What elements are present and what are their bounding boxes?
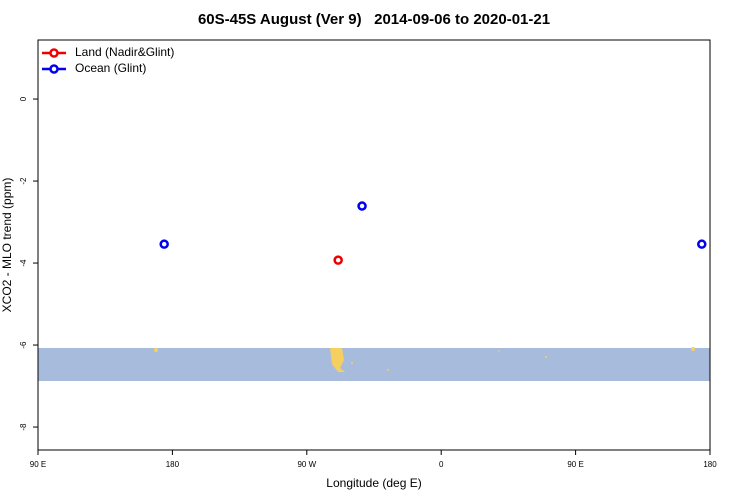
point — [357, 201, 367, 211]
x-tick-label: 180 — [703, 460, 717, 469]
y-axis-label: XCO2 - MLO trend (ppm) — [0, 178, 14, 313]
chart-title: 60S-45S August (Ver 9) 2014-09-06 to 202… — [198, 11, 550, 28]
x-tick-label: 0 — [439, 460, 444, 469]
legend-marker — [49, 64, 59, 74]
map-strip — [38, 347, 710, 381]
x-tick-label: 180 — [166, 460, 180, 469]
plot-frame — [37, 39, 711, 451]
x-axis-label: Longitude (deg E) — [326, 476, 421, 490]
x-tick-label: 90 E — [30, 460, 46, 469]
x-tick-label: 90 E — [567, 460, 583, 469]
y-tick-label: -6 — [19, 341, 28, 349]
legend-label: Ocean (Glint) — [75, 61, 146, 75]
point — [697, 239, 707, 249]
y-tick-label: -2 — [19, 177, 28, 185]
x-tick-label: 90 W — [297, 460, 316, 469]
legend-marker — [49, 48, 59, 58]
y-tick-label: 0 — [19, 96, 28, 101]
point — [159, 239, 169, 249]
point — [333, 255, 343, 265]
legend-label: Land (Nadir&Glint) — [75, 45, 174, 59]
y-tick-label: -8 — [19, 423, 28, 431]
y-tick-label: -4 — [19, 259, 28, 267]
